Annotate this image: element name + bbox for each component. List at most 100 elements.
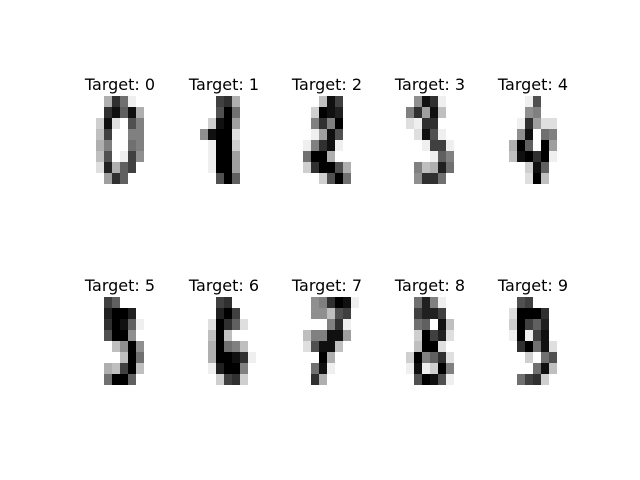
pixel-cell — [200, 140, 208, 151]
pixel-cell — [311, 297, 319, 308]
pixel-cell — [343, 297, 351, 308]
pixel-cell — [96, 173, 104, 184]
pixel-cell — [509, 118, 517, 129]
pixel-cell — [295, 162, 303, 173]
pixel-cell — [501, 363, 509, 374]
pixel-cell — [438, 162, 446, 173]
pixel-cell — [454, 107, 462, 118]
pixel-cell — [224, 308, 232, 319]
pixel-cell — [224, 118, 232, 129]
pixel-cell — [224, 162, 232, 173]
pixel-cell — [335, 118, 343, 129]
pixel-cell — [422, 352, 430, 363]
pixel-cell — [128, 297, 136, 308]
pixel-cell — [398, 129, 406, 140]
pixel-cell — [343, 140, 351, 151]
pixel-cell — [438, 118, 446, 129]
pixel-cell — [104, 96, 112, 107]
pixel-cell — [509, 107, 517, 118]
pixel-cell — [343, 162, 351, 173]
pixel-cell — [557, 107, 565, 118]
pixel-cell — [549, 330, 557, 341]
pixel-cell — [88, 96, 96, 107]
pixel-cell — [295, 363, 303, 374]
pixel-cell — [248, 162, 256, 173]
pixel-cell — [295, 330, 303, 341]
pixel-cell — [422, 173, 430, 184]
pixel-cell — [414, 140, 422, 151]
pixel-cell — [517, 363, 525, 374]
pixel-cell — [303, 341, 311, 352]
pixel-cell — [398, 297, 406, 308]
pixel-cell — [88, 129, 96, 140]
pixel-cell — [200, 297, 208, 308]
pixel-cell — [136, 140, 144, 151]
pixel-cell — [128, 319, 136, 330]
pixel-cell — [406, 319, 414, 330]
pixel-cell — [343, 308, 351, 319]
pixel-cell — [517, 140, 525, 151]
pixel-cell — [120, 162, 128, 173]
pixel-cell — [517, 118, 525, 129]
pixel-cell — [120, 151, 128, 162]
pixel-cell — [533, 162, 541, 173]
pixel-cell — [88, 118, 96, 129]
pixel-cell — [509, 129, 517, 140]
pixel-cell — [438, 374, 446, 385]
pixel-cell — [208, 140, 216, 151]
pixel-cell — [533, 297, 541, 308]
pixel-cell — [422, 297, 430, 308]
pixel-cell — [200, 173, 208, 184]
pixel-cell — [96, 107, 104, 118]
pixel-cell — [224, 129, 232, 140]
pixel-cell — [343, 129, 351, 140]
pixel-cell — [200, 151, 208, 162]
pixel-cell — [438, 330, 446, 341]
pixel-cell — [192, 341, 200, 352]
pixel-cell — [200, 330, 208, 341]
pixel-cell — [335, 308, 343, 319]
pixel-cell — [430, 140, 438, 151]
pixel-cell — [549, 363, 557, 374]
pixel-cell — [351, 341, 359, 352]
pixel-cell — [112, 118, 120, 129]
pixel-cell — [509, 319, 517, 330]
pixel-cell — [406, 162, 414, 173]
digit-image — [295, 297, 359, 385]
pixel-cell — [200, 363, 208, 374]
pixel-cell — [216, 297, 224, 308]
pixel-cell — [232, 96, 240, 107]
pixel-cell — [549, 96, 557, 107]
pixel-cell — [430, 363, 438, 374]
pixel-cell — [525, 330, 533, 341]
pixel-cell — [509, 140, 517, 151]
pixel-cell — [248, 363, 256, 374]
pixel-cell — [525, 151, 533, 162]
pixel-cell — [343, 173, 351, 184]
pixel-cell — [303, 319, 311, 330]
pixel-cell — [96, 363, 104, 374]
panel-title: Target: 9 — [497, 276, 569, 295]
pixel-cell — [525, 162, 533, 173]
pixel-cell — [454, 330, 462, 341]
pixel-cell — [541, 363, 549, 374]
pixel-cell — [422, 107, 430, 118]
pixel-cell — [112, 151, 120, 162]
pixel-cell — [517, 107, 525, 118]
pixel-cell — [335, 363, 343, 374]
pixel-cell — [414, 107, 422, 118]
pixel-cell — [248, 129, 256, 140]
pixel-cell — [509, 173, 517, 184]
pixel-cell — [343, 319, 351, 330]
pixel-cell — [104, 352, 112, 363]
pixel-cell — [398, 330, 406, 341]
pixel-cell — [311, 107, 319, 118]
pixel-cell — [311, 118, 319, 129]
pixel-cell — [509, 297, 517, 308]
pixel-cell — [120, 129, 128, 140]
pixel-cell — [430, 118, 438, 129]
pixel-cell — [557, 118, 565, 129]
pixel-cell — [446, 129, 454, 140]
pixel-cell — [454, 374, 462, 385]
pixel-cell — [454, 308, 462, 319]
